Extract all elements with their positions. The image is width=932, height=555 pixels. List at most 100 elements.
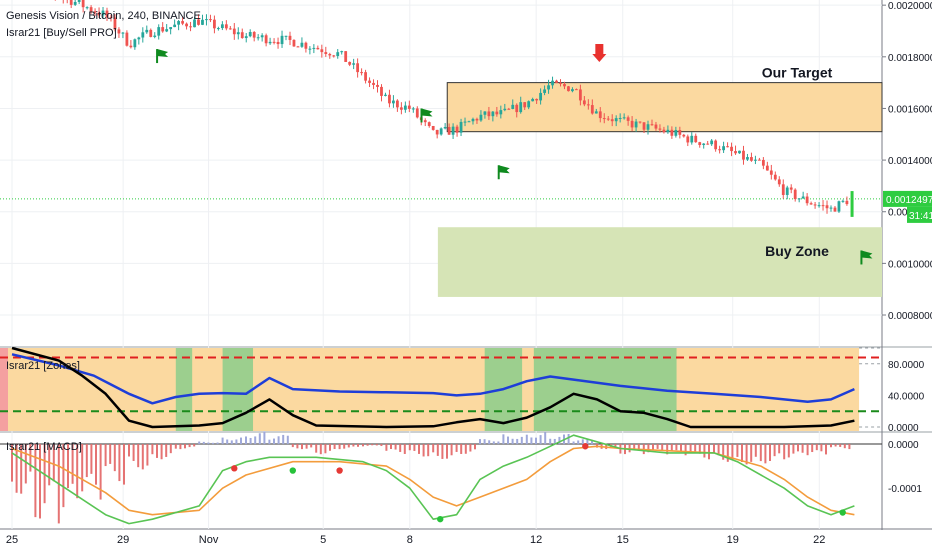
candle-body <box>133 39 137 48</box>
macd-histogram-bar <box>637 444 640 449</box>
current-price-label-bg <box>883 190 932 207</box>
target-zone-label: Our Target <box>762 65 833 81</box>
candle-body <box>113 17 117 30</box>
macd-histogram-bar <box>427 444 430 457</box>
price-zones: Our Target Buy Zone <box>437 65 883 297</box>
macd-histogram-bar <box>48 444 51 486</box>
macd-histogram-bar <box>151 444 154 455</box>
price-tick-label: 0.0018000 <box>888 53 932 64</box>
candle-body <box>125 32 129 46</box>
candle-body <box>455 126 459 133</box>
macd-histogram-bar <box>670 444 673 452</box>
candle-body <box>586 104 590 106</box>
candle-body <box>201 19 204 25</box>
time-axis[interactable]: 25 29 Nov 5 8 12 15 19 22 <box>6 534 826 546</box>
candle-body <box>93 11 97 13</box>
macd-histogram-bar <box>333 444 336 450</box>
macd-cross-dot <box>839 509 846 516</box>
macd-histogram-bar <box>507 436 509 445</box>
macd-histogram-bar <box>15 444 18 493</box>
price-tick-label: 0.0014000 <box>888 156 932 167</box>
macd-histogram-bar <box>717 444 720 456</box>
candle-body <box>682 134 686 137</box>
macd-histogram-bar <box>160 444 163 460</box>
candle-body <box>272 41 276 43</box>
macd-histogram-bar <box>815 444 818 451</box>
time-tick-label: 29 <box>117 534 129 546</box>
macd-histogram-bar <box>792 444 795 454</box>
macd-histogram-bar <box>362 444 364 447</box>
macd-histogram-bar <box>76 444 79 499</box>
candle-body <box>443 127 447 129</box>
macd-histogram-bar <box>118 444 121 482</box>
macd-histogram-bar <box>778 444 781 454</box>
macd-histogram-bar <box>296 444 299 449</box>
candle-body <box>69 0 73 5</box>
candle-body <box>630 120 634 128</box>
macd-histogram-bar <box>137 444 140 468</box>
buy-flag-icon <box>861 250 873 259</box>
macd-histogram-bar <box>235 439 238 445</box>
macd-histogram-bar <box>81 444 84 492</box>
candle-body <box>81 0 85 8</box>
candle-body <box>714 140 718 150</box>
candle-body <box>256 37 260 39</box>
candle-body <box>642 122 646 130</box>
macd-cross-dot <box>336 467 343 474</box>
candle-body <box>483 111 487 115</box>
candle-body <box>773 174 777 180</box>
candle-body <box>360 72 363 74</box>
candle-body <box>646 124 650 130</box>
macd-histogram-bar <box>156 444 158 458</box>
candle-body <box>678 130 682 135</box>
macd-histogram-bar <box>132 444 135 461</box>
candle-body <box>761 159 765 166</box>
macd-histogram-bar <box>39 444 41 519</box>
candle-body <box>316 47 320 50</box>
macd-histogram-bar <box>20 444 23 494</box>
candle-body <box>97 12 101 16</box>
macd-histogram-bar <box>245 436 247 445</box>
macd-histogram-bar <box>764 444 767 464</box>
time-tick-label: 8 <box>407 534 413 546</box>
price-tick-label: 0.0010000 <box>888 259 932 270</box>
macd-histogram-bar <box>820 444 823 452</box>
candle-body <box>785 187 789 195</box>
candle-body <box>730 146 733 152</box>
candle-body <box>407 105 411 109</box>
candle-body <box>519 102 523 113</box>
candle-body <box>726 146 729 148</box>
macd-histogram-bar <box>258 433 261 445</box>
buy-flag-icon <box>421 108 433 117</box>
macd-histogram-bar <box>741 444 743 462</box>
candle-body <box>216 28 220 30</box>
candle-body <box>459 121 463 133</box>
candle-body <box>515 104 519 113</box>
macd-histogram-bar <box>165 444 168 457</box>
macd-histogram-bar <box>787 444 790 458</box>
buy-flag-icon <box>157 49 169 58</box>
price-tick-label: 0.0008000 <box>888 311 932 322</box>
candle-body <box>380 86 383 96</box>
candle-body <box>427 122 431 126</box>
macd-histogram-bar <box>408 444 411 451</box>
macd-histogram-bar <box>698 444 701 454</box>
macd-histogram-bar <box>226 439 229 445</box>
candle-body <box>388 94 391 104</box>
macd-histogram-bar <box>479 439 481 445</box>
candle-body <box>825 205 829 209</box>
candle-body <box>829 207 833 209</box>
macd-histogram-bar <box>549 438 552 445</box>
macd-histogram-bar <box>263 431 266 445</box>
macd-histogram-bar <box>394 444 397 450</box>
signal-markers <box>156 43 873 265</box>
price-axis[interactable]: 0.0020000 0.0018000 0.0016000 0.0014000 0.00… <box>882 1 932 495</box>
bar-timer-bg <box>907 206 932 223</box>
macd-histogram-bar <box>188 444 191 448</box>
candle-body <box>193 19 196 28</box>
candle-body <box>296 46 300 48</box>
candle-body <box>503 108 507 111</box>
macd-histogram-bar <box>95 444 97 485</box>
candle-body <box>288 35 292 40</box>
